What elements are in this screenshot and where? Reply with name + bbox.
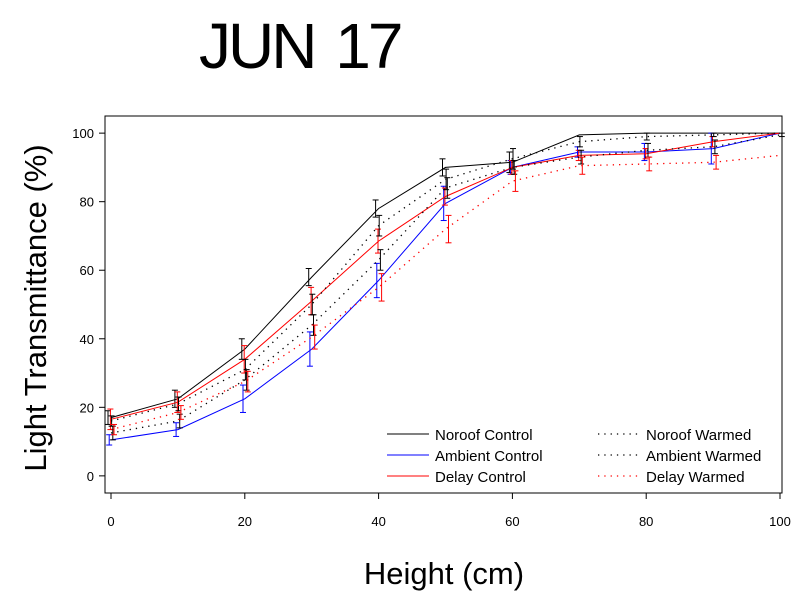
y-tick-label: 0 xyxy=(87,469,94,484)
y-tick-label: 20 xyxy=(80,400,94,415)
y-tick-label: 60 xyxy=(80,263,94,278)
plot-frame xyxy=(104,115,783,494)
x-tick-label: 60 xyxy=(505,514,519,529)
legend-label: Noroof Warmed xyxy=(646,427,751,444)
series-line xyxy=(110,132,780,419)
y-tick-label: 40 xyxy=(80,332,94,347)
x-axis: 0 20 40 60 80 100 xyxy=(107,493,791,529)
legend-label: Ambient Control xyxy=(435,448,543,465)
x-tick-label: 20 xyxy=(238,514,252,529)
series-delay-control xyxy=(107,132,781,431)
y-tick-label: 100 xyxy=(72,126,94,141)
series-noroof-control xyxy=(105,132,780,425)
y-axis: 0 20 40 60 80 100 xyxy=(72,126,105,484)
legend-label: Delay Warmed xyxy=(646,469,745,486)
series-line xyxy=(110,134,781,434)
series-line xyxy=(110,132,781,441)
series-layer xyxy=(105,132,785,446)
x-tick-label: 100 xyxy=(769,514,791,529)
x-axis-label: Height (cm) xyxy=(364,556,524,591)
x-tick-label: 80 xyxy=(639,514,653,529)
legend-label: Ambient Warmed xyxy=(646,448,761,465)
legend: Noroof Control Ambient Control Delay Contr… xyxy=(387,427,761,486)
series-delay-warmed xyxy=(110,154,781,436)
x-tick-label: 40 xyxy=(371,514,385,529)
legend-label: Noroof Control xyxy=(435,427,533,444)
x-tick-label: 0 xyxy=(107,514,114,529)
series-line xyxy=(110,132,781,420)
series-line xyxy=(110,132,781,422)
series-ambient-warmed xyxy=(109,132,785,441)
y-tick-label: 80 xyxy=(80,195,94,210)
y-axis-label: Light Transmittance (%) xyxy=(18,144,53,471)
legend-label: Delay Control xyxy=(435,469,526,486)
chart-title: JUN 17 xyxy=(199,10,403,82)
